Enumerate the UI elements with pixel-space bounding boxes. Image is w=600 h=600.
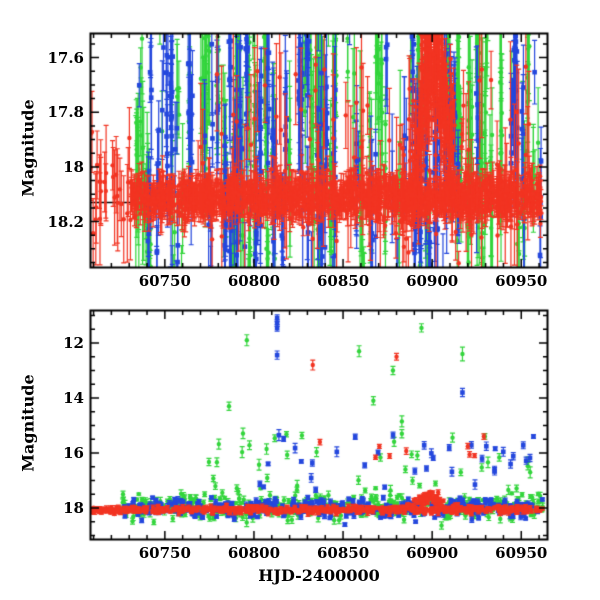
- x-tick-label: 60750: [138, 272, 191, 290]
- x-tick-label: 60800: [227, 544, 281, 562]
- bottom-panel-y-axis-label: Magnitude: [18, 374, 38, 472]
- y-tick-label: 18: [63, 157, 84, 176]
- y-tick-label: 17.6: [47, 48, 84, 67]
- y-tick-label: 12: [63, 334, 84, 352]
- x-axis-label: HJD-2400000: [258, 566, 380, 585]
- x-tick-label: 60900: [406, 272, 459, 290]
- y-tick-label: 14: [63, 389, 84, 408]
- x-tick-label: 60850: [316, 272, 370, 290]
- x-tick-label: 60750: [138, 544, 191, 562]
- y-tick-label: 18.2: [47, 212, 84, 231]
- x-tick-label: 60950: [495, 272, 548, 290]
- y-tick-label: 16: [63, 444, 84, 463]
- x-tick-label: 60800: [227, 272, 281, 290]
- y-tick-label: 17.8: [47, 103, 84, 122]
- top-panel-y-axis-label: Magnitude: [18, 99, 38, 197]
- x-tick-label: 60950: [495, 544, 548, 562]
- y-tick-label: 18: [63, 499, 84, 518]
- x-tick-label: 60900: [406, 544, 459, 562]
- x-tick-label: 60850: [316, 544, 370, 562]
